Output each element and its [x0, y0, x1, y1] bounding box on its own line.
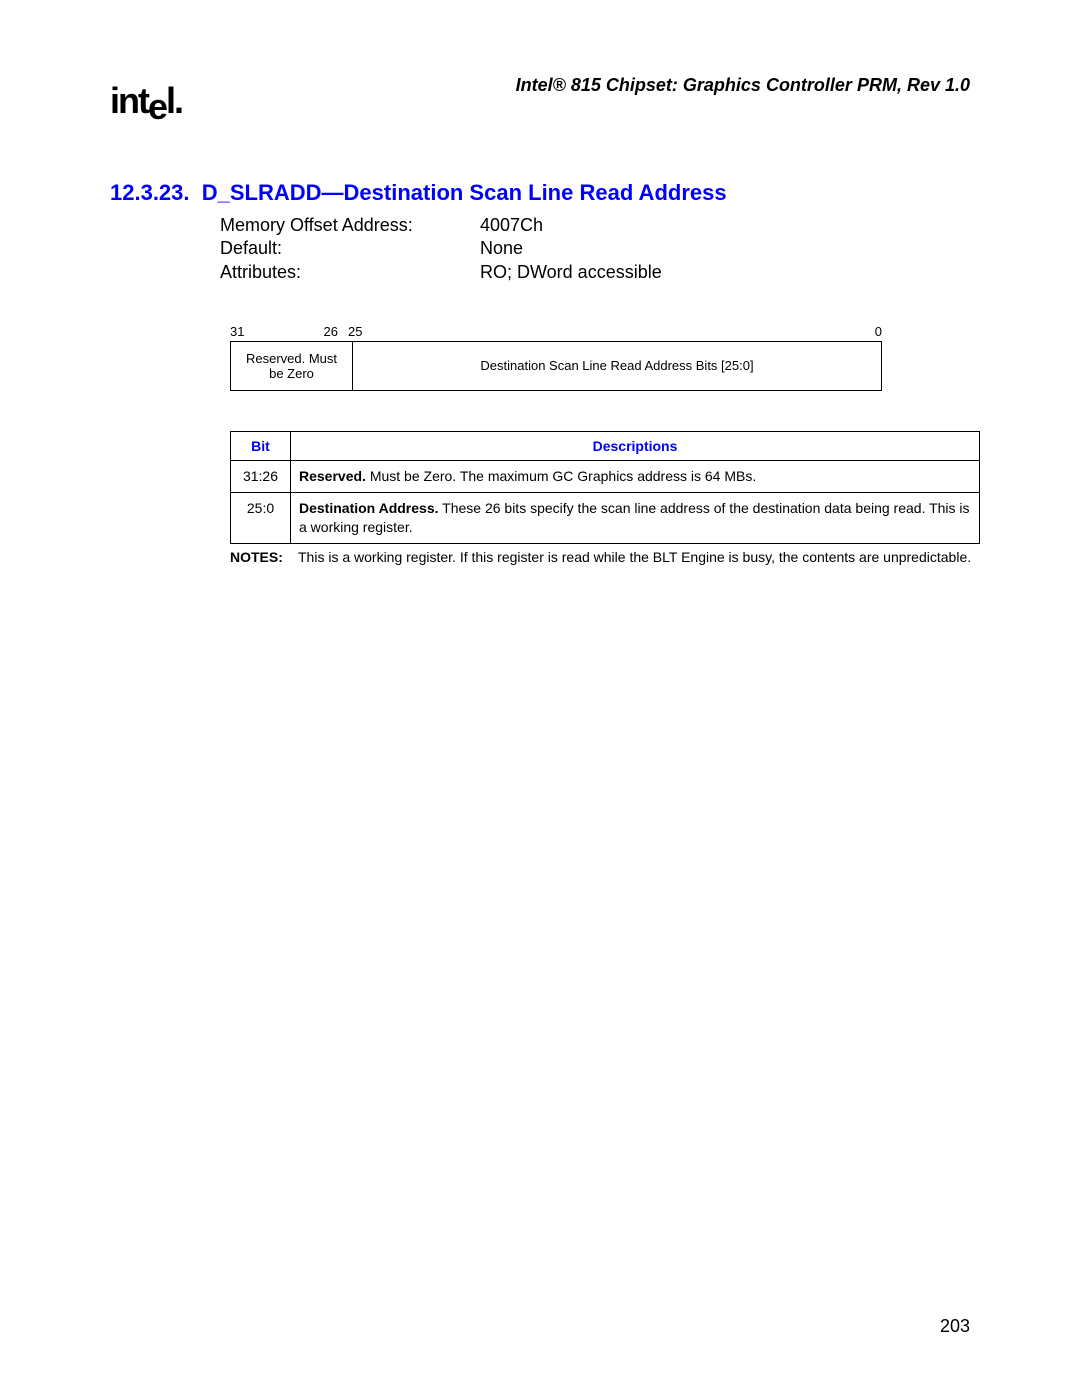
bf-cell-line: be Zero — [269, 366, 314, 382]
table-row: 25:0 Destination Address. These 26 bits … — [231, 493, 980, 544]
info-label: Default: — [220, 237, 480, 260]
td-bit: 25:0 — [231, 493, 291, 544]
bitfield-cell-address: Destination Scan Line Read Address Bits … — [353, 342, 881, 390]
td-bit: 31:26 — [231, 461, 291, 493]
notes-label: NOTES: — [230, 548, 298, 567]
bitfield-cell-reserved: Reserved. Must be Zero — [231, 342, 353, 390]
logo-text: intel — [110, 80, 174, 127]
info-row: Attributes: RO; DWord accessible — [220, 261, 970, 284]
td-desc-text: Must be Zero. The maximum GC Graphics ad… — [366, 468, 756, 484]
info-value: None — [480, 237, 523, 260]
info-value: 4007Ch — [480, 214, 543, 237]
th-bit: Bit — [231, 432, 291, 461]
bit-number: 25 — [342, 324, 372, 339]
td-desc: Reserved. Must be Zero. The maximum GC G… — [291, 461, 980, 493]
td-desc: Destination Address. These 26 bits speci… — [291, 493, 980, 544]
bitfield-diagram: 31 26 25 0 Reserved. Must be Zero Destin… — [230, 324, 882, 391]
info-row: Memory Offset Address: 4007Ch — [220, 214, 970, 237]
bit-number: 26 — [238, 324, 342, 339]
info-value: RO; DWord accessible — [480, 261, 662, 284]
logo-dot-icon: . — [174, 80, 182, 121]
bitfield-numbers: 31 26 25 0 — [230, 324, 882, 339]
notes-text: This is a working register. If this regi… — [298, 548, 980, 567]
table-header-row: Bit Descriptions — [231, 432, 980, 461]
bf-cell-line: Reserved. Must — [246, 351, 337, 367]
bit-number: 31 — [230, 324, 238, 339]
info-row: Default: None — [220, 237, 970, 260]
table-row: 31:26 Reserved. Must be Zero. The maximu… — [231, 461, 980, 493]
header-doc-title: Intel® 815 Chipset: Graphics Controller … — [516, 75, 970, 96]
th-descriptions: Descriptions — [291, 432, 980, 461]
section-heading: 12.3.23. D_SLRADD—Destination Scan Line … — [110, 180, 970, 206]
info-block: Memory Offset Address: 4007Ch Default: N… — [220, 214, 970, 284]
description-table: Bit Descriptions 31:26 Reserved. Must be… — [230, 431, 980, 544]
page-number: 203 — [940, 1316, 970, 1337]
bitfield-box: Reserved. Must be Zero Destination Scan … — [230, 341, 882, 391]
bf-cell-line: Destination Scan Line Read Address Bits … — [480, 358, 753, 374]
section-number: 12.3.23. — [110, 180, 190, 205]
info-label: Memory Offset Address: — [220, 214, 480, 237]
section-title: D_SLRADD—Destination Scan Line Read Addr… — [202, 180, 727, 205]
notes-block: NOTES: This is a working register. If th… — [230, 548, 980, 567]
td-desc-bold: Reserved. — [299, 468, 366, 484]
bit-number: 0 — [372, 324, 882, 339]
info-label: Attributes: — [220, 261, 480, 284]
intel-logo: intel. — [110, 80, 182, 122]
page-container: Intel® 815 Chipset: Graphics Controller … — [0, 0, 1080, 1397]
td-desc-bold: Destination Address. — [299, 500, 439, 516]
